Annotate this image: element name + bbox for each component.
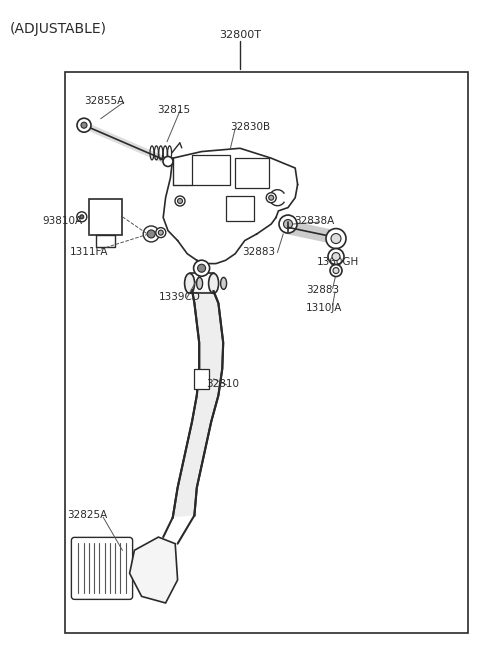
Circle shape	[163, 156, 173, 167]
Circle shape	[269, 195, 274, 200]
Circle shape	[156, 227, 166, 238]
Circle shape	[147, 230, 155, 238]
Circle shape	[284, 219, 292, 229]
Text: 1310JA: 1310JA	[306, 302, 343, 313]
Bar	[235, 158, 269, 188]
Bar	[96, 235, 115, 247]
Ellipse shape	[221, 277, 227, 289]
Bar	[65, 72, 468, 633]
Polygon shape	[130, 537, 178, 603]
Circle shape	[328, 248, 344, 264]
Circle shape	[175, 196, 185, 206]
Text: 32815: 32815	[157, 105, 191, 115]
Circle shape	[80, 215, 84, 219]
Bar	[192, 155, 230, 185]
Text: 32883: 32883	[242, 247, 276, 258]
Circle shape	[81, 122, 87, 129]
Text: 32825A: 32825A	[67, 510, 108, 521]
Bar	[89, 199, 122, 235]
Text: 32810: 32810	[206, 378, 240, 389]
Text: 93810A: 93810A	[42, 215, 83, 226]
Text: 32800T: 32800T	[219, 30, 261, 40]
Circle shape	[178, 198, 182, 204]
Circle shape	[77, 118, 91, 132]
Text: 1360GH: 1360GH	[317, 257, 359, 268]
Text: 32883: 32883	[306, 285, 339, 295]
Circle shape	[331, 233, 341, 244]
Circle shape	[266, 192, 276, 203]
Text: 32830B: 32830B	[230, 122, 271, 132]
Text: 1339CD: 1339CD	[158, 292, 200, 302]
Circle shape	[326, 229, 346, 248]
Circle shape	[77, 212, 87, 222]
Ellipse shape	[185, 273, 194, 293]
Circle shape	[198, 264, 205, 272]
FancyBboxPatch shape	[72, 537, 132, 600]
Circle shape	[333, 268, 339, 273]
Polygon shape	[173, 290, 223, 517]
Text: 32855A: 32855A	[84, 96, 124, 106]
Text: 1311FA: 1311FA	[70, 246, 108, 257]
Circle shape	[158, 230, 163, 235]
Text: (ADJUSTABLE): (ADJUSTABLE)	[10, 22, 107, 36]
Text: 32838A: 32838A	[294, 215, 335, 226]
Circle shape	[193, 260, 210, 276]
Ellipse shape	[197, 277, 203, 289]
Bar	[194, 369, 209, 389]
Circle shape	[279, 215, 297, 233]
Circle shape	[143, 226, 159, 242]
Circle shape	[330, 264, 342, 277]
Circle shape	[332, 252, 340, 260]
Bar	[226, 196, 254, 221]
Ellipse shape	[209, 273, 218, 293]
